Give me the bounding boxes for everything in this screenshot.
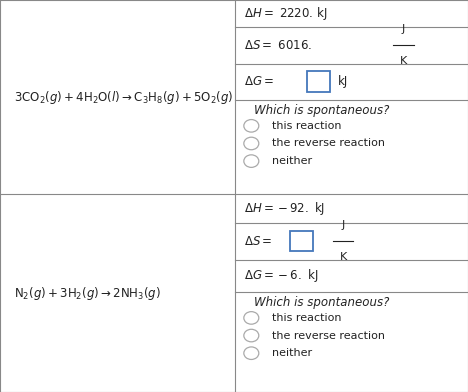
Text: this reaction: this reaction bbox=[272, 313, 342, 323]
Text: the reverse reaction: the reverse reaction bbox=[272, 330, 385, 341]
Text: kJ: kJ bbox=[338, 75, 349, 88]
Text: $\Delta G = $: $\Delta G = $ bbox=[244, 75, 274, 88]
Text: K: K bbox=[339, 252, 347, 262]
FancyBboxPatch shape bbox=[307, 71, 330, 92]
FancyBboxPatch shape bbox=[290, 231, 313, 251]
Text: the reverse reaction: the reverse reaction bbox=[272, 138, 385, 149]
Text: neither: neither bbox=[272, 348, 313, 358]
Text: J: J bbox=[402, 24, 405, 34]
Text: $3\mathrm{CO}_2(g) + 4\mathrm{H}_2\mathrm{O}(\mathit{l}) \rightarrow \mathrm{C}_: $3\mathrm{CO}_2(g) + 4\mathrm{H}_2\mathr… bbox=[14, 89, 234, 105]
Text: $\mathrm{N}_2(g) + 3\mathrm{H}_2(g) \rightarrow 2\mathrm{NH}_3(g)$: $\mathrm{N}_2(g) + 3\mathrm{H}_2(g) \rig… bbox=[14, 285, 161, 301]
Text: $\Delta S = $: $\Delta S = $ bbox=[244, 234, 273, 248]
Text: this reaction: this reaction bbox=[272, 121, 342, 131]
Text: $\Delta S = $ 6016.: $\Delta S = $ 6016. bbox=[244, 38, 312, 52]
Text: Which is spontaneous?: Which is spontaneous? bbox=[254, 296, 389, 309]
Text: $\Delta H = -92.$ kJ: $\Delta H = -92.$ kJ bbox=[244, 200, 326, 217]
Text: $\Delta H = $ 2220. kJ: $\Delta H = $ 2220. kJ bbox=[244, 5, 328, 22]
Text: J: J bbox=[342, 220, 344, 230]
Text: $\Delta G = -6.$ kJ: $\Delta G = -6.$ kJ bbox=[244, 267, 319, 284]
Text: K: K bbox=[400, 56, 407, 66]
Text: Which is spontaneous?: Which is spontaneous? bbox=[254, 104, 389, 117]
Text: neither: neither bbox=[272, 156, 313, 166]
